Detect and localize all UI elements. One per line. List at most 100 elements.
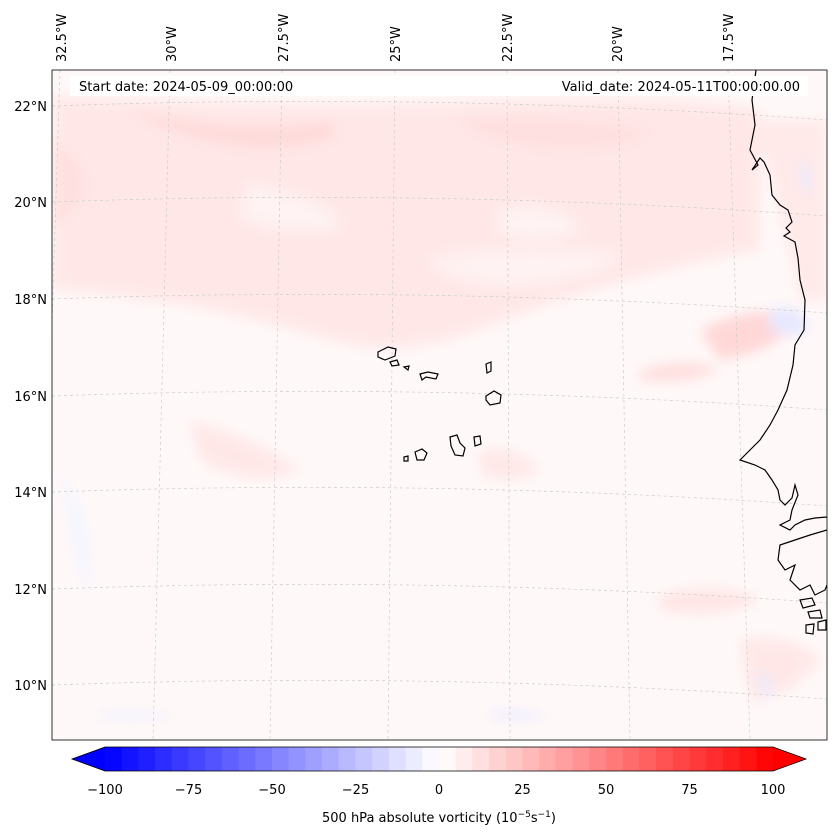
longitude-labels: 32.5°W 30°W 27.5°W 25°W 22.5°W 20°W 17.5… bbox=[55, 14, 737, 62]
bissagos-islands bbox=[799, 597, 827, 635]
colorbar-cell bbox=[672, 747, 691, 771]
latitude-label: 18°N bbox=[14, 293, 47, 308]
cape-verde-brava bbox=[403, 455, 409, 462]
colorbar-label: 500 hPa absolute vorticity (10−5s−1) bbox=[322, 810, 556, 826]
colorbar-cell bbox=[322, 747, 340, 771]
colorbar-cell bbox=[405, 747, 423, 771]
colorbar-cell bbox=[455, 747, 473, 771]
colorbar-tick-label: −75 bbox=[175, 783, 202, 798]
colorbar-cell bbox=[372, 747, 390, 771]
colorbar-cell bbox=[439, 747, 457, 771]
colorbar-cell bbox=[355, 747, 373, 771]
cape-verde-santo-antao bbox=[377, 346, 397, 361]
colorbar-cell bbox=[572, 747, 590, 771]
parallel-line bbox=[52, 196, 827, 217]
meridian-line bbox=[269, 70, 283, 740]
latitude-label: 12°N bbox=[14, 583, 47, 598]
colorbar-high-extend bbox=[773, 747, 806, 771]
africa-coastline bbox=[738, 70, 827, 531]
meridian-line bbox=[387, 70, 396, 740]
colorbar-cell bbox=[171, 747, 190, 771]
colorbar-cell bbox=[255, 747, 273, 771]
latitude-label: 22°N bbox=[14, 100, 47, 115]
colorbar-cell bbox=[739, 747, 757, 771]
colorbar-outline bbox=[70, 746, 808, 772]
colorbar-cell bbox=[489, 747, 507, 771]
colorbar-tick-label: −100 bbox=[87, 783, 123, 798]
colorbar-tick-label: 100 bbox=[761, 783, 786, 798]
cape-verde-santa-luzia bbox=[402, 365, 410, 372]
colorbar-cell bbox=[555, 747, 574, 771]
longitude-label: 17.5°W bbox=[722, 14, 737, 62]
latitude-label: 10°N bbox=[14, 679, 47, 694]
colorbar-low-extend bbox=[72, 747, 105, 771]
longitude-label: 20°W bbox=[611, 26, 626, 62]
latitude-label: 16°N bbox=[14, 390, 47, 405]
meridian-line bbox=[506, 70, 511, 740]
colorbar-tick-label: 0 bbox=[435, 783, 443, 798]
colorbar-cell bbox=[689, 747, 707, 771]
colorbar-cell bbox=[422, 747, 440, 771]
cape-verde-maio bbox=[473, 435, 482, 447]
vorticity-field bbox=[52, 95, 827, 720]
cape-verde-santiago bbox=[449, 434, 466, 457]
meridian-line bbox=[617, 70, 631, 740]
header-box bbox=[70, 76, 808, 96]
parallel-line bbox=[52, 293, 827, 314]
colorbar-cell bbox=[539, 747, 557, 771]
colorbar-cell bbox=[288, 747, 306, 771]
longitude-label: 27.5°W bbox=[277, 14, 292, 62]
colorbar-cell bbox=[639, 747, 657, 771]
cape-verde-fogo bbox=[414, 448, 428, 461]
parallel-line bbox=[52, 583, 827, 604]
colorbar-cell bbox=[155, 747, 173, 771]
map-frame bbox=[51, 69, 828, 741]
colorbar-cell bbox=[756, 747, 774, 771]
longitude-label: 32.5°W bbox=[55, 14, 70, 62]
colorbar-ticks: −100 −75 −50 −25 0 25 50 75 100 bbox=[87, 783, 785, 798]
latitude-label: 20°N bbox=[14, 196, 47, 211]
parallel-line bbox=[52, 679, 827, 700]
cape-verde-sao-nicolau bbox=[419, 371, 439, 381]
colorbar: −100 −75 −50 −25 0 25 50 75 100 500 hPa … bbox=[70, 746, 808, 826]
meridian-line bbox=[152, 70, 171, 740]
colorbar-cell bbox=[706, 747, 724, 771]
colorbar-cell bbox=[522, 747, 540, 771]
parallel-line bbox=[52, 390, 827, 411]
guinea-coastline bbox=[777, 529, 827, 596]
coastline bbox=[377, 70, 827, 635]
colorbar-tick-label: 25 bbox=[514, 783, 531, 798]
latitude-label: 14°N bbox=[14, 486, 47, 501]
graticule bbox=[52, 70, 827, 740]
colorbar-cell bbox=[272, 747, 290, 771]
colorbar-cell bbox=[622, 747, 640, 771]
valid-date-label: Valid_date: 2024-05-11T00:00:00.00 bbox=[562, 80, 800, 95]
longitude-label: 25°W bbox=[389, 26, 404, 62]
colorbar-cell bbox=[722, 747, 741, 771]
colorbar-cell bbox=[388, 747, 407, 771]
colorbar-cell bbox=[656, 747, 674, 771]
longitude-label: 30°W bbox=[165, 26, 180, 62]
colorbar-cell bbox=[205, 747, 223, 771]
colorbar-tick-label: −50 bbox=[258, 783, 285, 798]
cape-verde-boa-vista bbox=[485, 390, 502, 406]
colorbar-cell bbox=[338, 747, 357, 771]
colorbar-cell bbox=[305, 747, 323, 771]
start-date-label: Start date: 2024-05-09_00:00:00 bbox=[79, 80, 293, 95]
colorbar-tick-label: −25 bbox=[342, 783, 369, 798]
colorbar-cell bbox=[589, 747, 607, 771]
colorbar-cell bbox=[105, 747, 123, 771]
colorbar-cell bbox=[188, 747, 206, 771]
meridian-line bbox=[727, 70, 751, 740]
cape-verde-sal bbox=[485, 361, 492, 374]
latitude-labels: 22°N 20°N 18°N 16°N 14°N 12°N 10°N bbox=[14, 100, 47, 694]
colorbar-cell bbox=[221, 747, 240, 771]
colorbar-tick-label: 50 bbox=[598, 783, 615, 798]
colorbar-cell bbox=[606, 747, 624, 771]
parallel-line bbox=[52, 100, 827, 121]
cape-verde-sao-vicente bbox=[389, 359, 400, 367]
colorbar-cell bbox=[472, 747, 490, 771]
colorbar-cell bbox=[138, 747, 156, 771]
colorbar-cells bbox=[105, 747, 774, 771]
